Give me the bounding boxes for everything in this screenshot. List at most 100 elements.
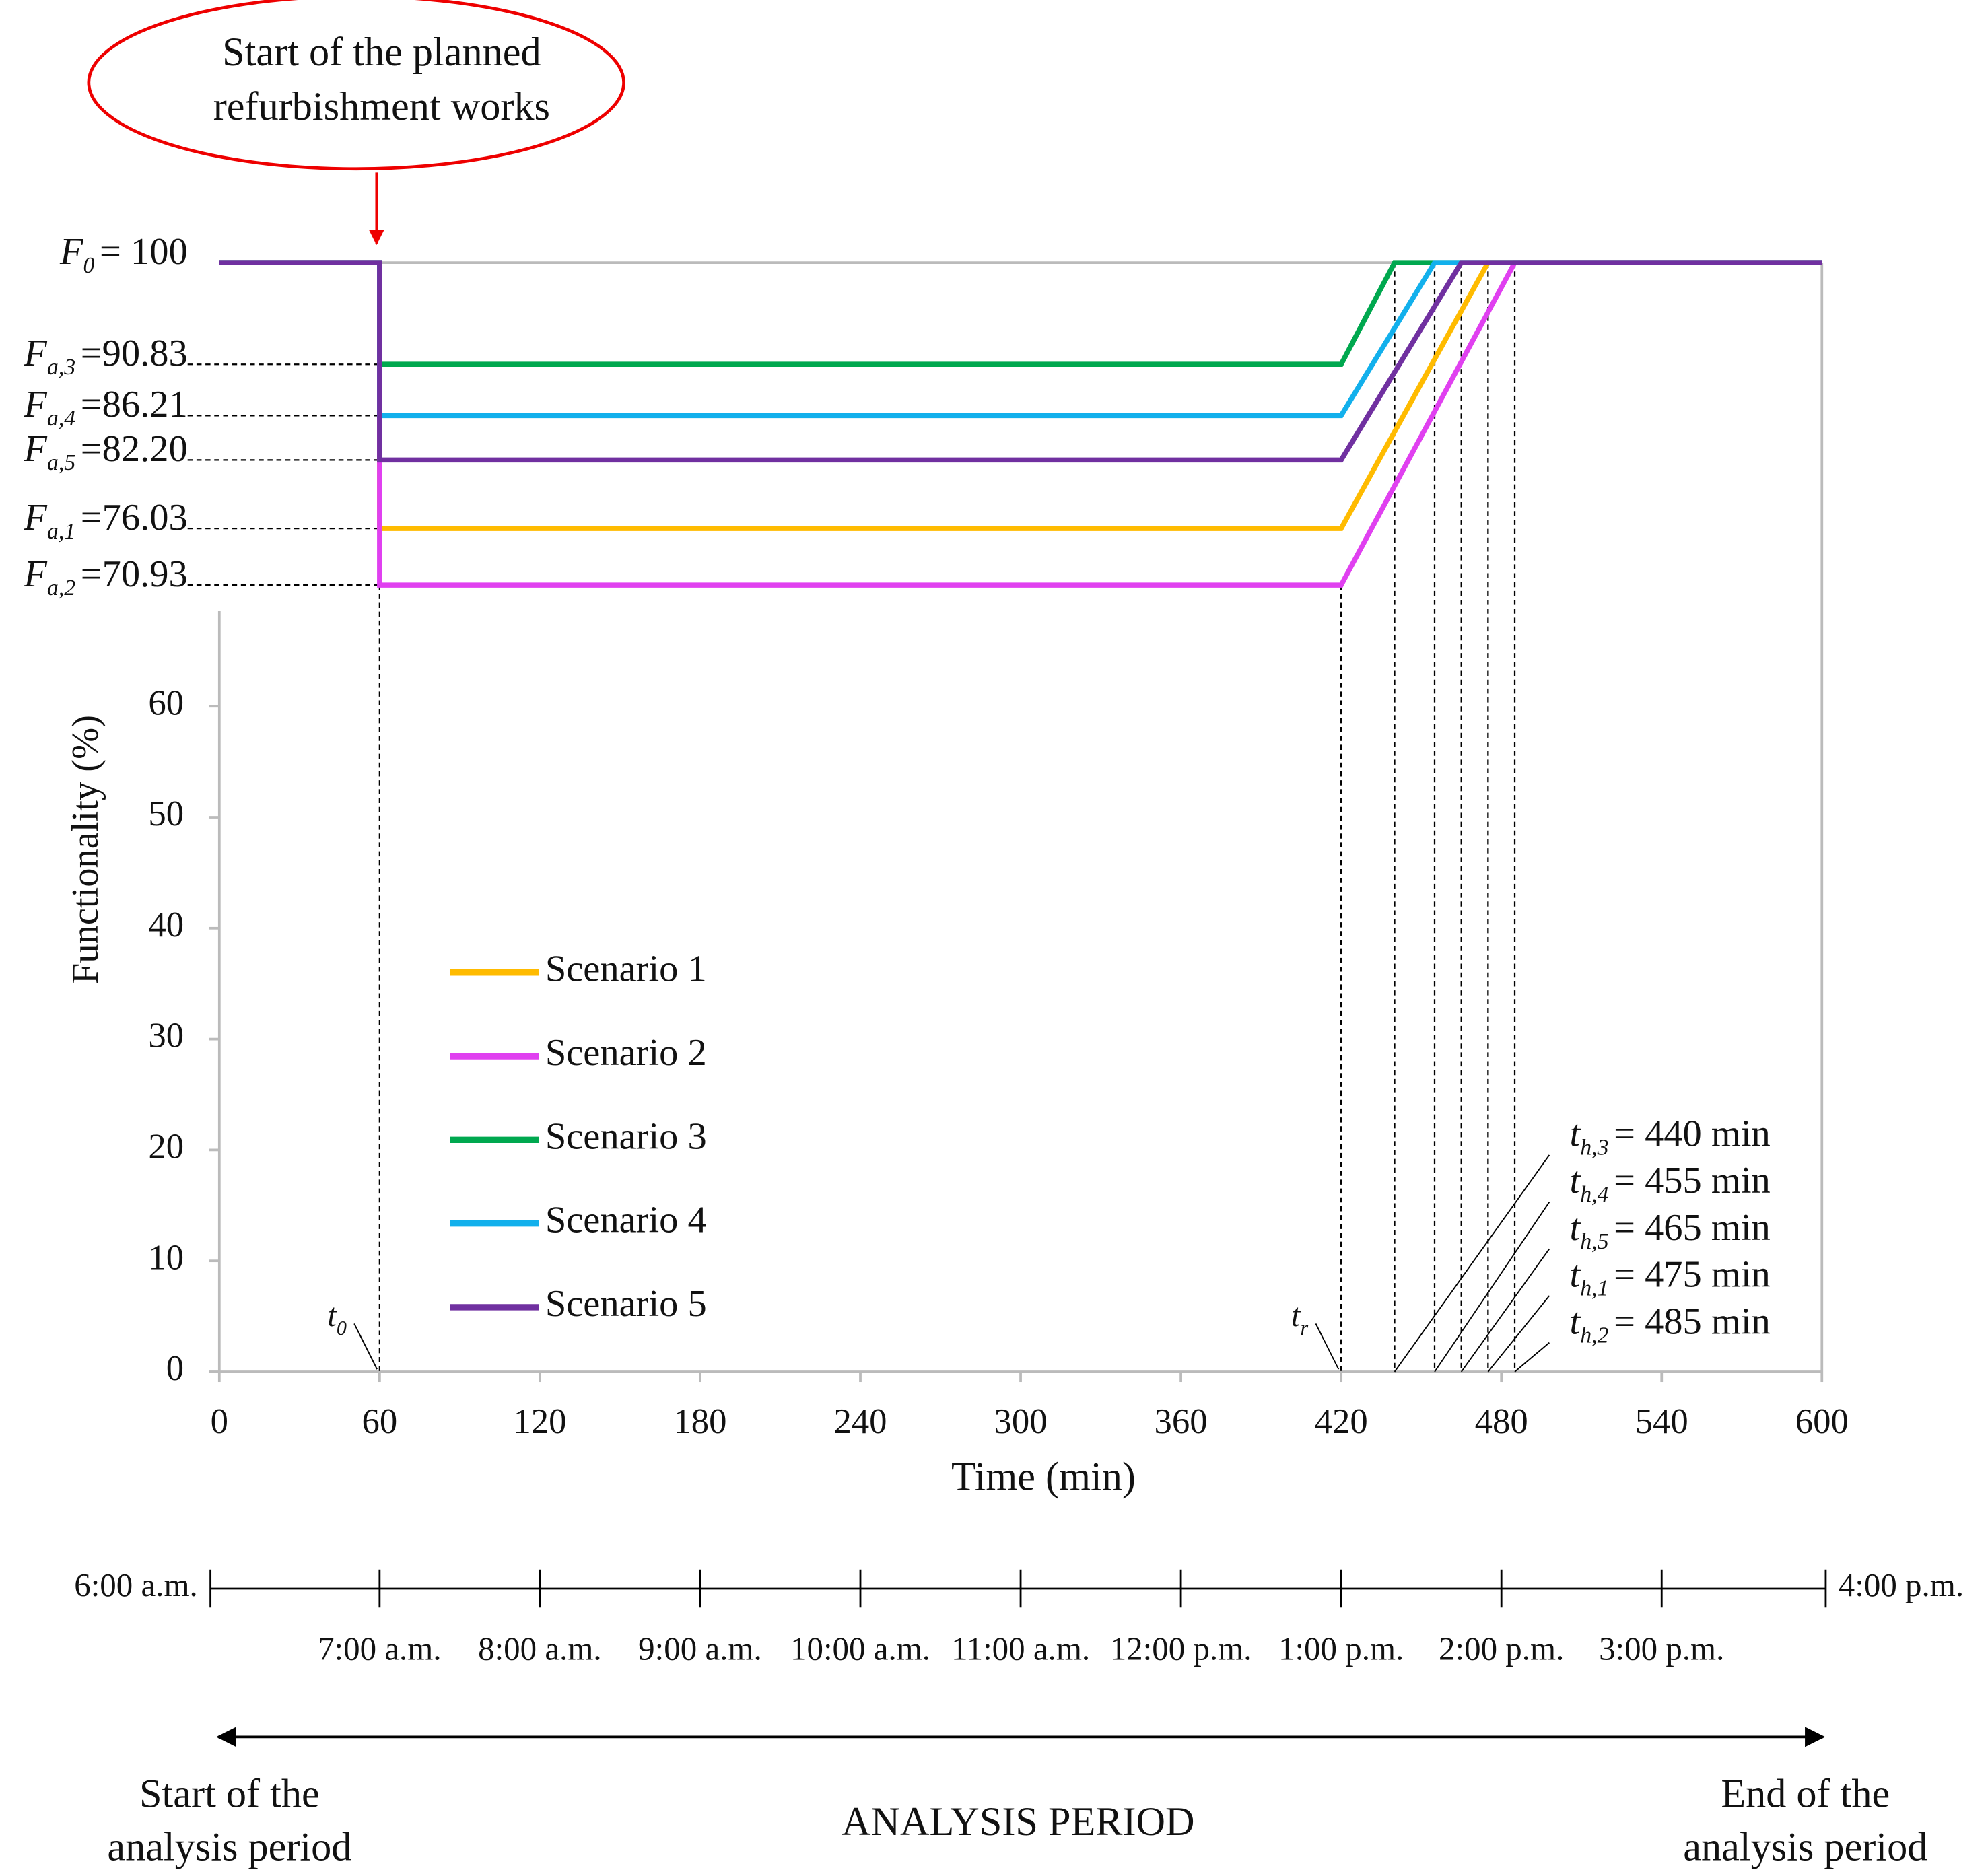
symbol: F bbox=[23, 333, 47, 374]
clock-label: 8:00 a.m. bbox=[478, 1630, 602, 1667]
clock-label: 9:00 a.m. bbox=[638, 1630, 762, 1667]
symbol: t bbox=[1570, 1254, 1581, 1296]
x-tick-label: 540 bbox=[1635, 1402, 1688, 1441]
symbol: F bbox=[23, 428, 47, 470]
x-tick-label: 600 bbox=[1795, 1402, 1849, 1441]
period-start: analysis period bbox=[107, 1825, 351, 1870]
series-line bbox=[219, 260, 1822, 419]
subscript: h,2 bbox=[1580, 1323, 1608, 1348]
subscript: 0 bbox=[337, 1317, 347, 1340]
subscript: 0 bbox=[83, 253, 95, 278]
value-text: = 485 min bbox=[1614, 1300, 1771, 1342]
clock-label: 7:00 a.m. bbox=[318, 1630, 442, 1667]
period-end: analysis period bbox=[1683, 1825, 1927, 1870]
annotation: Fa,4 =86.21 bbox=[23, 384, 187, 431]
clock-label: 2:00 p.m. bbox=[1439, 1630, 1564, 1667]
series-line bbox=[219, 260, 1822, 531]
value-text: =86.21 bbox=[81, 384, 188, 425]
symbol: t bbox=[1291, 1296, 1301, 1333]
time-leader bbox=[1514, 1342, 1550, 1373]
symbol: F bbox=[23, 553, 47, 595]
subscript: a,3 bbox=[47, 355, 75, 380]
y-tick-label: 20 bbox=[148, 1127, 184, 1166]
subscript: a,2 bbox=[47, 576, 75, 600]
annotation: th,1 = 475 min bbox=[1570, 1254, 1771, 1301]
subscript: a,5 bbox=[47, 450, 75, 475]
callout-ellipse bbox=[87, 0, 625, 171]
x-tick-label: 180 bbox=[673, 1402, 726, 1441]
annotation: Fa,5 =82.20 bbox=[23, 428, 187, 475]
subscript: h,5 bbox=[1580, 1229, 1608, 1254]
clock-label: 4:00 p.m. bbox=[1839, 1566, 1964, 1603]
subscript: a,4 bbox=[47, 406, 75, 431]
annotation: th,3 = 440 min bbox=[1570, 1113, 1771, 1160]
y-tick-label: 0 bbox=[166, 1349, 184, 1388]
x-tick-label: 300 bbox=[994, 1402, 1048, 1441]
legend-label: Scenario 3 bbox=[545, 1115, 707, 1157]
subscript: a,1 bbox=[47, 519, 75, 544]
value-text: = 455 min bbox=[1614, 1160, 1771, 1202]
subscript: h,3 bbox=[1580, 1136, 1608, 1160]
time-leader bbox=[1394, 1154, 1550, 1373]
value-text: =70.93 bbox=[81, 553, 188, 595]
legend-label: Scenario 1 bbox=[545, 948, 707, 990]
annotation: F0 = 100 bbox=[59, 231, 188, 278]
period-start: Start of the bbox=[139, 1772, 320, 1817]
callout-text: refurbishment works bbox=[213, 84, 550, 129]
y-tick-label: 60 bbox=[148, 683, 184, 722]
annotation: th,4 = 455 min bbox=[1570, 1160, 1771, 1207]
x-tick-label: 420 bbox=[1315, 1402, 1368, 1441]
period-label: ANALYSIS PERIOD bbox=[842, 1799, 1195, 1844]
subscript: r bbox=[1300, 1317, 1308, 1340]
series-line bbox=[219, 260, 1822, 463]
value-text: =90.83 bbox=[81, 333, 188, 374]
value-text: =76.03 bbox=[81, 497, 188, 539]
annotation: Fa,1 =76.03 bbox=[23, 497, 187, 544]
period-end: End of the bbox=[1721, 1772, 1890, 1817]
time-leader bbox=[1434, 1202, 1550, 1373]
clock-label: 3:00 p.m. bbox=[1599, 1630, 1724, 1667]
x-tick-label: 360 bbox=[1155, 1402, 1208, 1441]
annotation: Fa,2 =70.93 bbox=[23, 553, 187, 600]
legend-label: Scenario 4 bbox=[545, 1200, 707, 1241]
symbol: t bbox=[1570, 1207, 1581, 1249]
x-tick-label: 60 bbox=[362, 1402, 397, 1441]
annotation: Fa,3 =90.83 bbox=[23, 333, 187, 380]
time-leader bbox=[1460, 1248, 1550, 1373]
callout-text: Start of the planned bbox=[222, 30, 541, 75]
x-tick-label: 240 bbox=[833, 1402, 887, 1441]
x-tick-label: 480 bbox=[1475, 1402, 1528, 1441]
subscript: h,4 bbox=[1580, 1183, 1608, 1208]
x-tick-label: 0 bbox=[211, 1402, 228, 1441]
marker-leader bbox=[353, 1323, 378, 1370]
x-tick-label: 120 bbox=[513, 1402, 566, 1441]
subscript: h,1 bbox=[1580, 1276, 1608, 1301]
legend-label: Scenario 2 bbox=[545, 1032, 707, 1074]
y-tick-label: 10 bbox=[148, 1238, 184, 1277]
value-text: = 440 min bbox=[1614, 1113, 1771, 1155]
value-text: = 100 bbox=[100, 231, 188, 273]
clock-label: 12:00 p.m. bbox=[1110, 1630, 1252, 1667]
symbol: F bbox=[23, 384, 47, 425]
y-tick-label: 50 bbox=[148, 794, 184, 833]
symbol: t bbox=[1570, 1300, 1581, 1342]
legend-label: Scenario 5 bbox=[545, 1283, 707, 1325]
y-axis-title: Functionality (%) bbox=[65, 715, 106, 984]
annotation: tr bbox=[1291, 1296, 1309, 1340]
y-tick-label: 30 bbox=[148, 1016, 184, 1055]
symbol: t bbox=[1570, 1113, 1581, 1155]
symbol: F bbox=[23, 497, 47, 539]
value-text: = 465 min bbox=[1614, 1207, 1771, 1249]
clock-label: 1:00 p.m. bbox=[1278, 1630, 1404, 1667]
value-text: = 475 min bbox=[1614, 1254, 1771, 1296]
symbol: t bbox=[1570, 1160, 1581, 1202]
symbol: t bbox=[327, 1296, 337, 1333]
series-line bbox=[219, 260, 1822, 367]
annotation: t0 bbox=[327, 1296, 347, 1340]
symbol: F bbox=[59, 231, 83, 273]
clock-label: 10:00 a.m. bbox=[790, 1630, 930, 1667]
time-leader bbox=[1487, 1295, 1550, 1373]
annotation: th,5 = 465 min bbox=[1570, 1207, 1771, 1254]
value-text: =82.20 bbox=[81, 428, 188, 470]
